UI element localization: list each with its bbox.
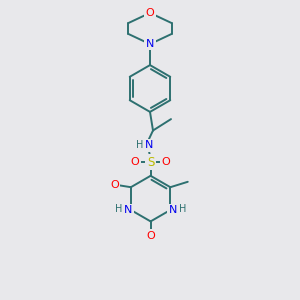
Text: O: O (130, 157, 140, 167)
Text: H: H (136, 140, 144, 150)
Text: H: H (115, 204, 122, 214)
Text: S: S (147, 155, 154, 169)
Text: O: O (146, 231, 155, 241)
Text: N: N (169, 205, 177, 215)
Text: H: H (179, 204, 187, 214)
Text: N: N (145, 140, 153, 150)
Text: O: O (162, 157, 171, 167)
Text: N: N (124, 205, 133, 215)
Text: N: N (146, 39, 154, 49)
Text: O: O (146, 8, 154, 18)
Text: O: O (110, 180, 119, 190)
